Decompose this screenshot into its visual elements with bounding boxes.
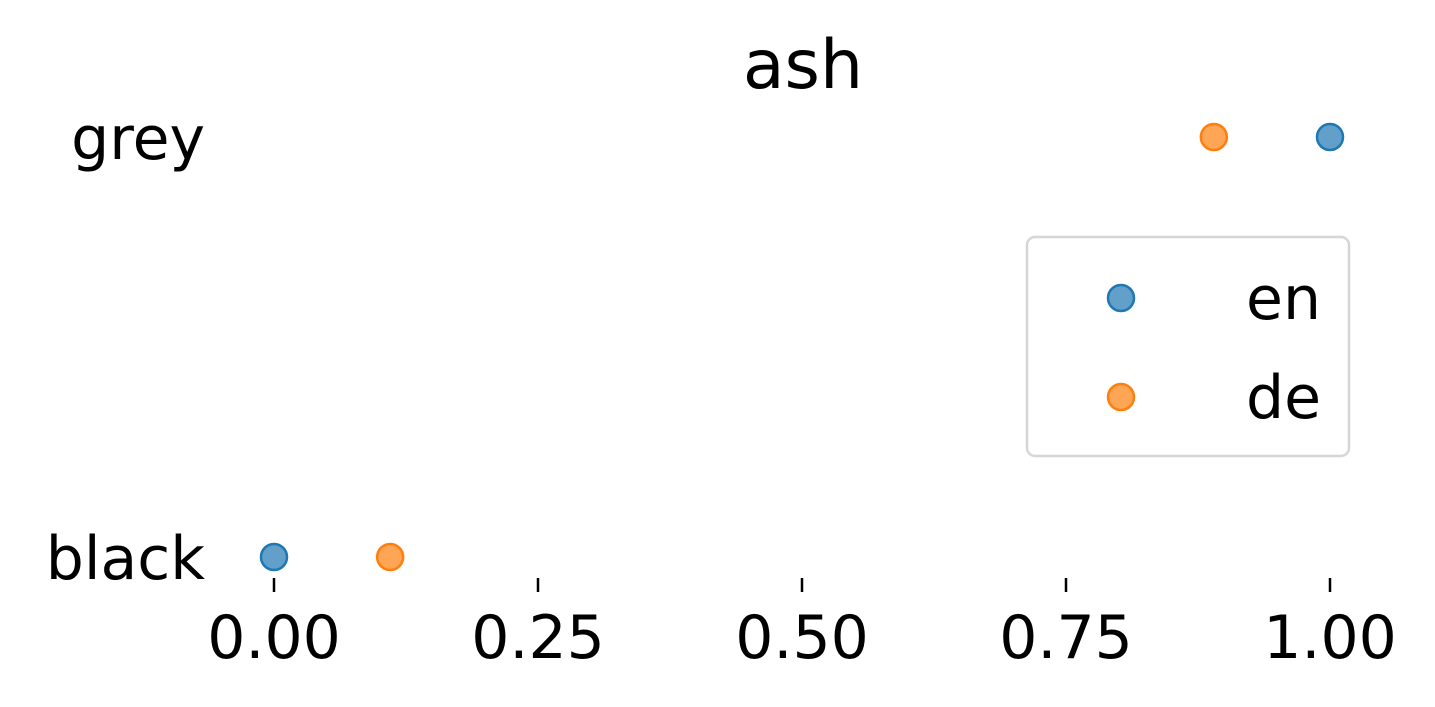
x-tick-label: 0.25 bbox=[471, 603, 605, 673]
legend-marker-de bbox=[1106, 382, 1136, 412]
y-tick-label-grey: grey bbox=[71, 104, 205, 174]
x-tick-label: 1.00 bbox=[1263, 603, 1397, 673]
y-tick-label-black: black bbox=[46, 524, 206, 594]
point-en-black bbox=[259, 542, 289, 572]
legend: en de bbox=[1025, 235, 1351, 458]
legend-marker-en bbox=[1106, 283, 1136, 313]
x-tick-label: 0.50 bbox=[735, 603, 869, 673]
y-tick-labels: black grey bbox=[46, 104, 206, 594]
x-tick-label: 0.00 bbox=[207, 603, 341, 673]
legend-label-de: de bbox=[1246, 363, 1321, 433]
point-en-grey bbox=[1315, 122, 1345, 152]
point-de-grey bbox=[1199, 122, 1229, 152]
x-tick-label: 0.75 bbox=[999, 603, 1133, 673]
point-de-black bbox=[375, 542, 405, 572]
chart-title: ash bbox=[743, 26, 863, 105]
legend-label-en: en bbox=[1246, 264, 1321, 334]
x-axis: 0.00 0.25 0.50 0.75 1.00 bbox=[207, 578, 1397, 673]
legend-items: en de bbox=[1106, 264, 1321, 433]
data-points bbox=[259, 122, 1345, 572]
